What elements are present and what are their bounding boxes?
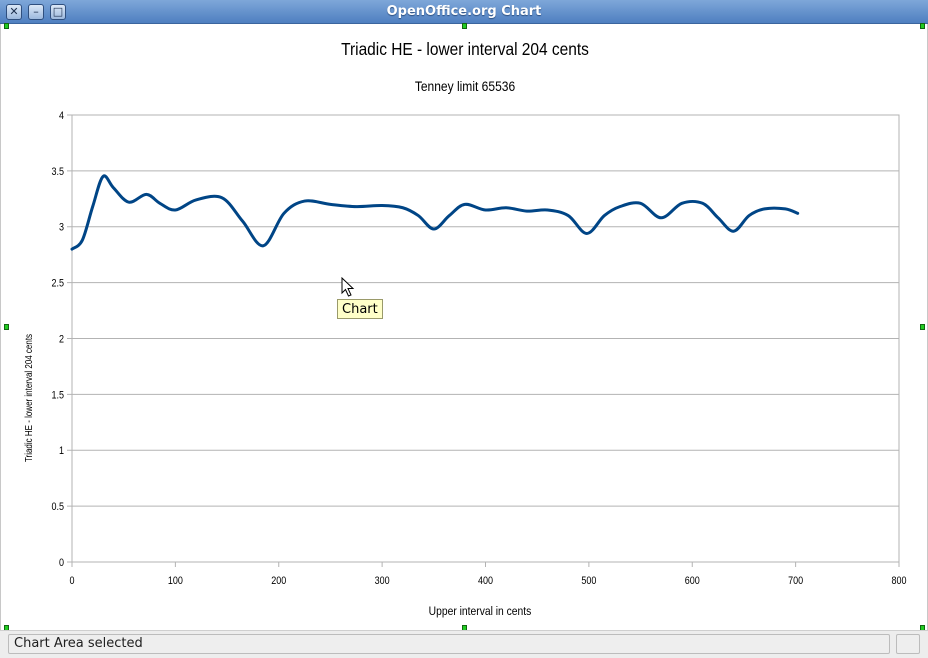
x-tick-label: 0 [69, 575, 74, 587]
chart-subtitle[interactable]: Tenney limit 65536 [415, 78, 515, 94]
x-tick-label: 200 [271, 575, 286, 587]
selection-handle-middle-right[interactable] [920, 324, 925, 330]
selection-handle-top-left[interactable] [4, 23, 9, 29]
y-tick-label: 2 [59, 334, 64, 346]
series-line-0[interactable] [70, 174, 800, 251]
y-tick-label: 1 [59, 446, 64, 458]
window-titlebar[interactable]: ✕ – □ OpenOffice.org Chart [0, 0, 928, 24]
status-cell [896, 634, 920, 654]
status-bar: Chart Area selected [0, 630, 928, 658]
x-tick-label: 800 [891, 575, 906, 587]
selection-handle-middle-left[interactable] [4, 324, 9, 330]
y-axis-label[interactable]: Triadic HE - lower interval 204 cents [23, 334, 34, 462]
grid-lines [72, 114, 899, 563]
y-axis-ticks: 0 0.5 1 1.5 2 2.5 3 3.5 4 [51, 110, 64, 569]
x-tick-label: 300 [375, 575, 390, 587]
chart-title[interactable]: Triadic HE - lower interval 204 cents [341, 39, 589, 59]
maximize-icon[interactable]: □ [50, 4, 66, 20]
y-tick-label: 0.5 [51, 501, 64, 513]
mouse-pointer-icon [341, 277, 355, 297]
x-tick-label: 100 [168, 575, 183, 587]
y-tick-label: 4 [59, 110, 64, 122]
selection-handle-top-center[interactable] [462, 23, 467, 29]
y-tick-label: 0 [59, 557, 64, 569]
status-text: Chart Area selected [8, 634, 890, 654]
x-axis-label[interactable]: Upper interval in cents [429, 605, 532, 618]
chart-svg[interactable]: Triadic HE - lower interval 204 cents Te… [1, 24, 927, 630]
x-tick-label: 500 [581, 575, 596, 587]
y-tick-label: 3 [59, 222, 64, 234]
y-tick-label: 1.5 [51, 390, 64, 402]
x-tick-label: 400 [478, 575, 493, 587]
selection-handle-top-right[interactable] [920, 23, 925, 29]
x-tick-label: 600 [685, 575, 700, 587]
y-tick-label: 3.5 [51, 166, 64, 178]
close-icon[interactable]: ✕ [6, 4, 22, 20]
chart-tooltip: Chart [337, 299, 383, 319]
window-title: OpenOffice.org Chart [386, 4, 542, 19]
minimize-icon[interactable]: – [28, 4, 44, 20]
x-axis-ticks: 0 100 200 300 400 500 600 700 800 [69, 575, 906, 587]
chart-area[interactable]: Triadic HE - lower interval 204 cents Te… [0, 23, 928, 631]
x-tick-label: 700 [788, 575, 803, 587]
axes [67, 114, 900, 567]
y-tick-label: 2.5 [51, 278, 64, 290]
series-layer[interactable] [70, 174, 800, 251]
